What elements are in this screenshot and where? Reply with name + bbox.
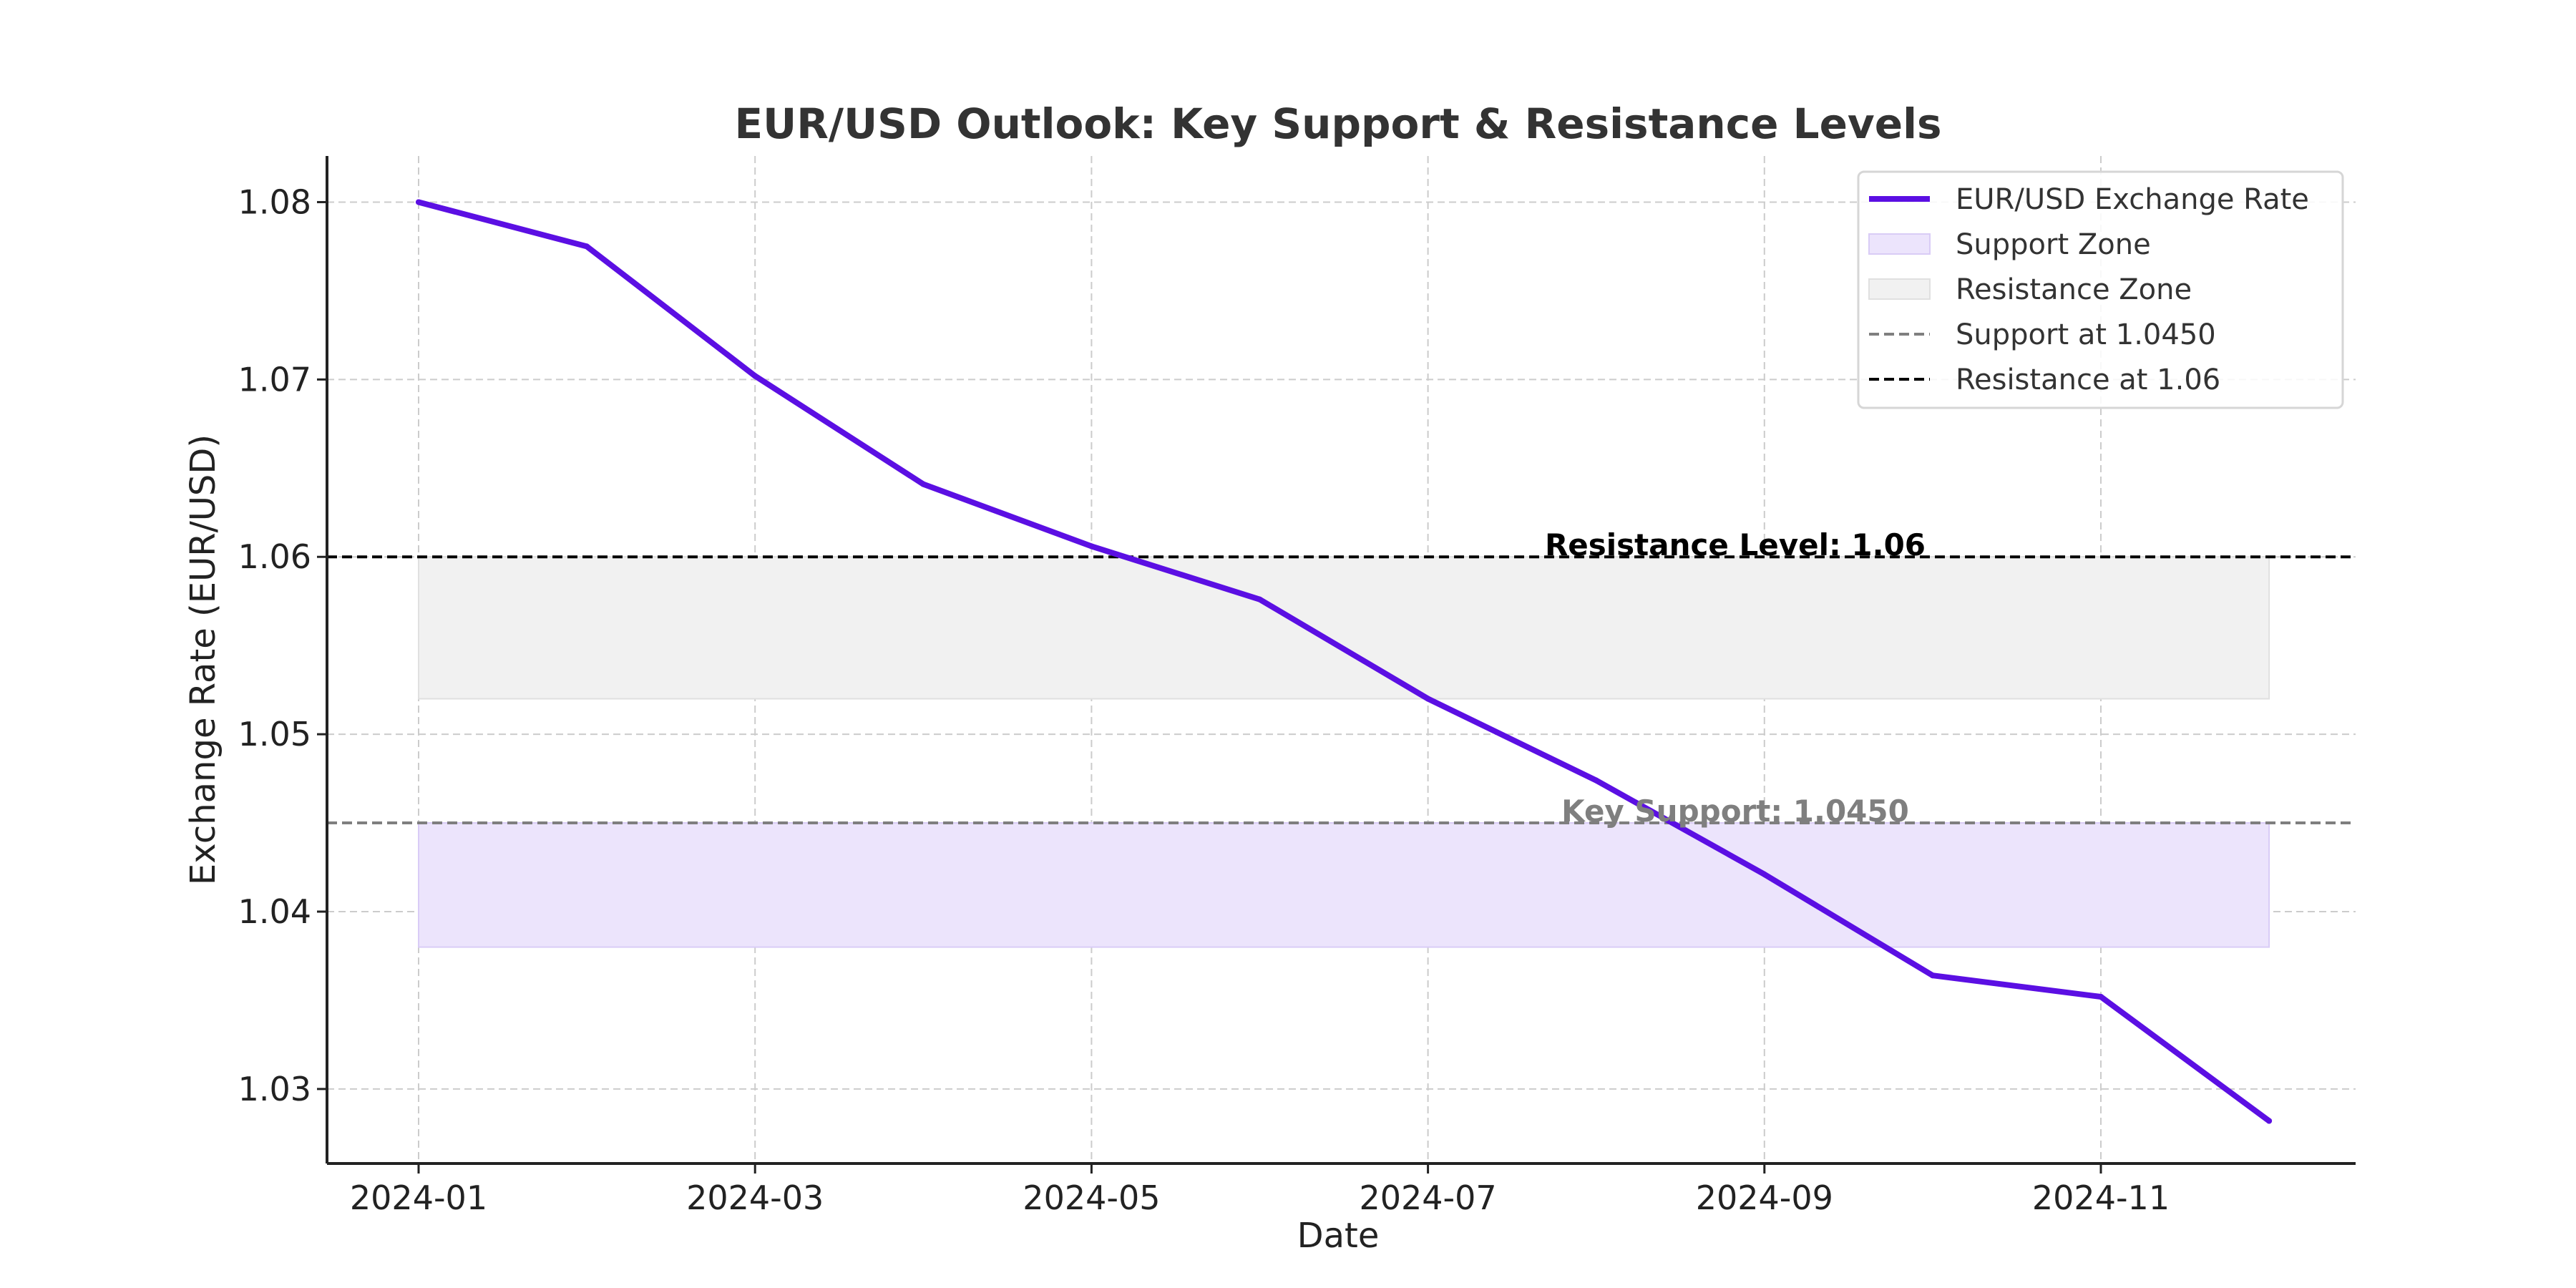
data-point <box>2098 993 2104 1000</box>
legend-label-zone: Support Zone <box>1956 228 2151 261</box>
zone-resistance <box>418 556 2270 700</box>
x-tick-label: 2024-03 <box>686 1179 824 1217</box>
legend-swatch-zone <box>1868 233 1931 255</box>
data-point <box>1761 871 1767 877</box>
series-line <box>416 199 2273 1124</box>
data-point <box>1929 972 1936 979</box>
series <box>416 199 2273 1124</box>
data-point <box>1425 696 1431 702</box>
data-point <box>1593 777 1599 784</box>
zones <box>418 556 2270 948</box>
data-point <box>752 373 758 379</box>
legend-label-level: Support at 1.0450 <box>1956 318 2216 351</box>
y-axis-label: Exchange Rate (EUR/USD) <box>183 434 223 885</box>
level-lines <box>327 555 2356 825</box>
y-tick-label: 1.03 <box>238 1070 311 1108</box>
y-tick-label: 1.05 <box>238 715 311 753</box>
data-point <box>416 199 421 205</box>
x-tick-label: 2024-11 <box>2032 1179 2170 1217</box>
legend-swatch-zone <box>1868 278 1931 300</box>
legend-label-level: Resistance at 1.06 <box>1956 364 2220 396</box>
data-point <box>1257 596 1263 602</box>
chart-title: EUR/USD Outlook: Key Support & Resistanc… <box>735 99 1942 148</box>
x-tick-label: 2024-01 <box>350 1179 487 1217</box>
y-tick-label: 1.07 <box>238 360 311 399</box>
x-axis-label: Date <box>1297 1216 1380 1256</box>
data-point <box>2266 1118 2273 1124</box>
axes <box>326 156 2356 1165</box>
annotation-resistance: Resistance Level: 1.06 <box>1545 527 1926 562</box>
legend: EUR/USD Exchange Rate Support Zone Resista… <box>1857 170 2344 409</box>
annotation-support: Key Support: 1.0450 <box>1561 794 1909 829</box>
tick-labels: 1.03 1.04 1.05 1.06 1.07 1.08 2024-01 2024-03 20… <box>238 182 2170 1217</box>
x-tick-label: 2024-05 <box>1023 1179 1160 1217</box>
x-tick-label: 2024-07 <box>1359 1179 1496 1217</box>
legend-box <box>1857 170 2344 409</box>
legend-label-zone: Resistance Zone <box>1956 273 2192 306</box>
annotations: Resistance Level: 1.06 Key Support: 1.045… <box>1545 527 1926 829</box>
data-point <box>584 243 590 250</box>
y-tick-label: 1.04 <box>238 892 311 931</box>
data-point <box>920 481 927 487</box>
x-tick-label: 2024-09 <box>1696 1179 1833 1217</box>
data-point <box>1088 543 1095 550</box>
zone-support <box>418 822 2270 948</box>
y-tick-label: 1.06 <box>238 537 311 576</box>
y-tick-label: 1.08 <box>238 182 311 221</box>
legend-label-series: EUR/USD Exchange Rate <box>1956 183 2309 216</box>
